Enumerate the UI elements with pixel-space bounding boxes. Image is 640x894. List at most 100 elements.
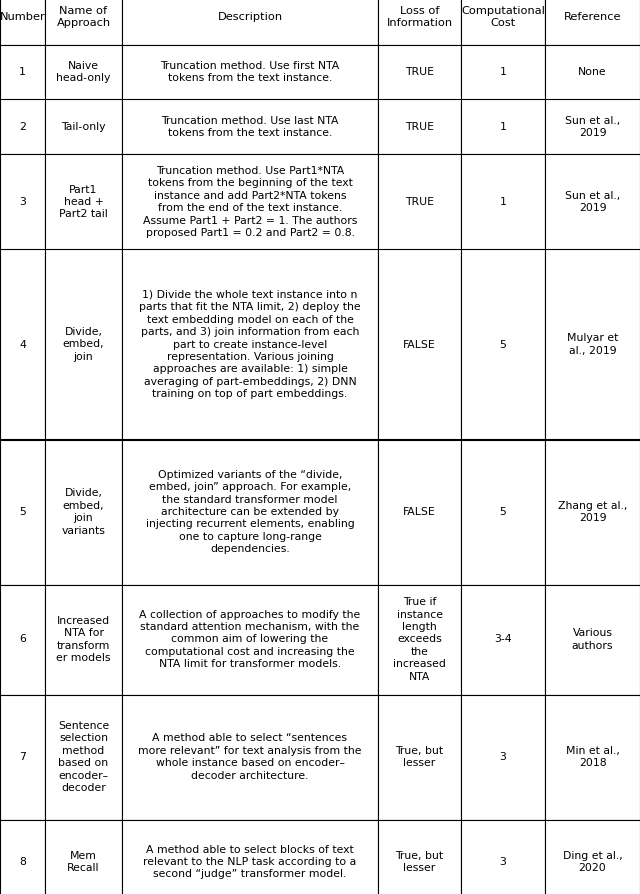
Text: Truncation method. Use last NTA
tokens from the text instance.: Truncation method. Use last NTA tokens f…	[161, 116, 339, 139]
Text: True, but
lesser: True, but lesser	[396, 851, 444, 873]
Text: Divide,
embed,
join
variants: Divide, embed, join variants	[61, 488, 106, 536]
Text: Increased
NTA for
transform
er models: Increased NTA for transform er models	[56, 616, 111, 663]
Bar	[545, 440, 640, 585]
Bar	[0, 585, 45, 695]
Text: 4: 4	[19, 340, 26, 350]
Text: Truncation method. Use first NTA
tokens from the text instance.: Truncation method. Use first NTA tokens …	[161, 61, 340, 83]
Bar	[461, 440, 545, 585]
Text: 1: 1	[500, 197, 506, 207]
Text: A collection of approaches to modify the
standard attention mechanism, with the
: A collection of approaches to modify the…	[140, 610, 360, 670]
Text: A method able to select blocks of text
relevant to the NLP task according to a
s: A method able to select blocks of text r…	[143, 845, 356, 880]
Text: True if
instance
length
exceeds
the
increased
NTA: True if instance length exceeds the incr…	[393, 597, 446, 682]
Bar	[378, 45, 461, 99]
Bar	[122, 695, 378, 820]
Text: Mem
Recall: Mem Recall	[67, 851, 100, 873]
Bar	[45, 820, 122, 894]
Text: 1: 1	[500, 122, 506, 132]
Text: Truncation method. Use Part1*NTA
tokens from the beginning of the text
instance : Truncation method. Use Part1*NTA tokens …	[143, 166, 357, 238]
Text: Sentence
selection
method
based on
encoder–
decoder: Sentence selection method based on encod…	[58, 721, 109, 793]
Text: 1: 1	[19, 67, 26, 77]
Text: 3: 3	[500, 857, 506, 867]
Bar	[545, 695, 640, 820]
Bar	[461, 99, 545, 155]
Bar	[122, 585, 378, 695]
Bar	[545, 0, 640, 45]
Bar	[461, 249, 545, 440]
Bar	[45, 155, 122, 249]
Text: Number: Number	[0, 12, 45, 22]
Text: 8: 8	[19, 857, 26, 867]
Text: Mulyar et
al., 2019: Mulyar et al., 2019	[567, 333, 618, 356]
Text: Various
authors: Various authors	[572, 628, 613, 651]
Bar	[45, 695, 122, 820]
Text: 7: 7	[19, 752, 26, 762]
Bar	[45, 249, 122, 440]
Text: Tail-only: Tail-only	[61, 122, 106, 132]
Bar	[0, 820, 45, 894]
Text: True, but
lesser: True, but lesser	[396, 746, 444, 768]
Bar	[378, 695, 461, 820]
Text: Zhang et al.,
2019: Zhang et al., 2019	[558, 501, 627, 523]
Text: A method able to select “sentences
more relevant” for text analysis from the
who: A method able to select “sentences more …	[138, 733, 362, 780]
Bar	[122, 45, 378, 99]
Bar	[122, 440, 378, 585]
Bar	[0, 249, 45, 440]
Text: 2: 2	[19, 122, 26, 132]
Bar	[545, 45, 640, 99]
Bar	[0, 695, 45, 820]
Text: 3: 3	[500, 752, 506, 762]
Text: 1) Divide the whole text instance into n
parts that fit the NTA limit, 2) deploy: 1) Divide the whole text instance into n…	[139, 290, 361, 399]
Bar	[45, 0, 122, 45]
Bar	[45, 440, 122, 585]
Bar	[122, 99, 378, 155]
Text: 3-4: 3-4	[494, 635, 512, 645]
Bar	[0, 0, 45, 45]
Bar	[545, 585, 640, 695]
Bar	[45, 585, 122, 695]
Text: Name of
Approach: Name of Approach	[56, 5, 111, 29]
Text: Min et al.,
2018: Min et al., 2018	[566, 746, 620, 768]
Text: TRUE: TRUE	[405, 122, 434, 132]
Bar	[378, 0, 461, 45]
Text: FALSE: FALSE	[403, 340, 436, 350]
Text: 3: 3	[19, 197, 26, 207]
Bar	[122, 0, 378, 45]
Bar	[45, 45, 122, 99]
Bar	[0, 99, 45, 155]
Text: TRUE: TRUE	[405, 197, 434, 207]
Bar	[545, 155, 640, 249]
Bar	[378, 820, 461, 894]
Bar	[378, 440, 461, 585]
Text: 5: 5	[19, 507, 26, 517]
Bar	[45, 99, 122, 155]
Bar	[122, 249, 378, 440]
Bar	[461, 695, 545, 820]
Text: Computational
Cost: Computational Cost	[461, 5, 545, 29]
Text: Sun et al.,
2019: Sun et al., 2019	[565, 190, 620, 213]
Text: Reference: Reference	[564, 12, 621, 22]
Bar	[461, 155, 545, 249]
Text: TRUE: TRUE	[405, 67, 434, 77]
Text: 5: 5	[500, 507, 506, 517]
Bar	[378, 99, 461, 155]
Bar	[0, 440, 45, 585]
Bar	[378, 249, 461, 440]
Text: 5: 5	[500, 340, 506, 350]
Bar	[461, 45, 545, 99]
Bar	[461, 585, 545, 695]
Text: Sun et al.,
2019: Sun et al., 2019	[565, 116, 620, 139]
Bar	[545, 249, 640, 440]
Text: 1: 1	[500, 67, 506, 77]
Text: None: None	[578, 67, 607, 77]
Bar	[378, 585, 461, 695]
Bar	[545, 99, 640, 155]
Text: Optimized variants of the “divide,
embed, join” approach. For example,
the stand: Optimized variants of the “divide, embed…	[146, 470, 355, 554]
Text: Naive
head-only: Naive head-only	[56, 61, 111, 83]
Text: Ding et al.,
2020: Ding et al., 2020	[563, 851, 622, 873]
Text: FALSE: FALSE	[403, 507, 436, 517]
Bar	[545, 820, 640, 894]
Text: Part1
head +
Part2 tail: Part1 head + Part2 tail	[59, 184, 108, 219]
Bar	[0, 45, 45, 99]
Text: Loss of
Information: Loss of Information	[387, 5, 452, 29]
Text: Description: Description	[218, 12, 283, 22]
